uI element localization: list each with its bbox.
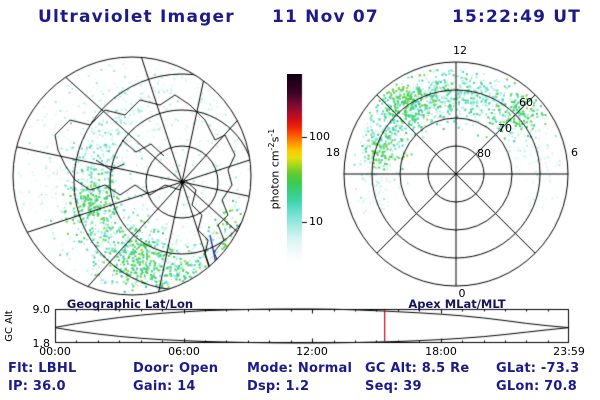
header-date: 11 Nov 07 bbox=[272, 7, 379, 27]
status-mode: Mode: Normal bbox=[247, 361, 353, 376]
apex-mlt-right-label: 6 bbox=[571, 146, 578, 159]
status-glat: GLat: -73.3 bbox=[496, 361, 580, 376]
header-time: 15:22:49 UT bbox=[452, 7, 582, 27]
apex-mlat-60-label: 60 bbox=[519, 96, 533, 109]
unit-exponent: -1 bbox=[267, 128, 276, 137]
apex-mlt-bottom-label: 0 bbox=[458, 287, 466, 300]
apex-plot-canvas bbox=[338, 56, 578, 296]
colorbar-unit-label: photon cm-2s-1 bbox=[267, 104, 282, 234]
status-door: Door: Open bbox=[133, 361, 219, 376]
status-gain: Gain: 14 bbox=[133, 379, 196, 394]
colorbar-tick-label: 100 bbox=[309, 130, 330, 143]
status-gcalt: GC Alt: 8.5 Re bbox=[365, 361, 470, 376]
unit-mid: s bbox=[268, 136, 282, 143]
time-axis-tick-label: 18:00 bbox=[425, 345, 457, 358]
gc-alt-axis-label: GC Alt bbox=[4, 310, 15, 342]
status-seq: Seq: 39 bbox=[365, 379, 422, 394]
time-axis-tick-label: 12:00 bbox=[296, 345, 328, 358]
time-axis-tick-label: 23:59 bbox=[553, 345, 585, 358]
colorbar-tick-label: 10 bbox=[309, 215, 323, 228]
gc-alt-min-label: 1.8 bbox=[32, 337, 51, 350]
gc-alt-panel-canvas bbox=[52, 306, 572, 352]
app-title: Ultraviolet Imager bbox=[38, 7, 235, 27]
geographic-plot-canvas bbox=[4, 42, 272, 302]
apex-mlt-top-label: 12 bbox=[453, 44, 467, 57]
unit-prefix: photon cm bbox=[268, 150, 282, 210]
status-glon: GLon: 70.8 bbox=[496, 379, 577, 394]
apex-mlat-80-label: 80 bbox=[477, 147, 491, 160]
status-ip: IP: 36.0 bbox=[8, 379, 66, 394]
apex-mlt-left-label: 18 bbox=[326, 146, 340, 159]
apex-mlat-70-label: 70 bbox=[498, 122, 512, 135]
status-flt: Flt: LBHL bbox=[8, 361, 77, 376]
caption-geographic: Geographic Lat/Lon bbox=[66, 297, 194, 311]
time-axis-tick-label: 00:00 bbox=[39, 345, 71, 358]
caption-apex: Apex MLat/MLT bbox=[408, 297, 506, 311]
time-axis-tick-label: 06:00 bbox=[168, 345, 200, 358]
colorbar-canvas bbox=[287, 74, 309, 264]
unit-exponent: -2 bbox=[267, 142, 276, 151]
gc-alt-max-label: 9.0 bbox=[32, 303, 51, 316]
status-dsp: Dsp: 1.2 bbox=[247, 379, 310, 394]
